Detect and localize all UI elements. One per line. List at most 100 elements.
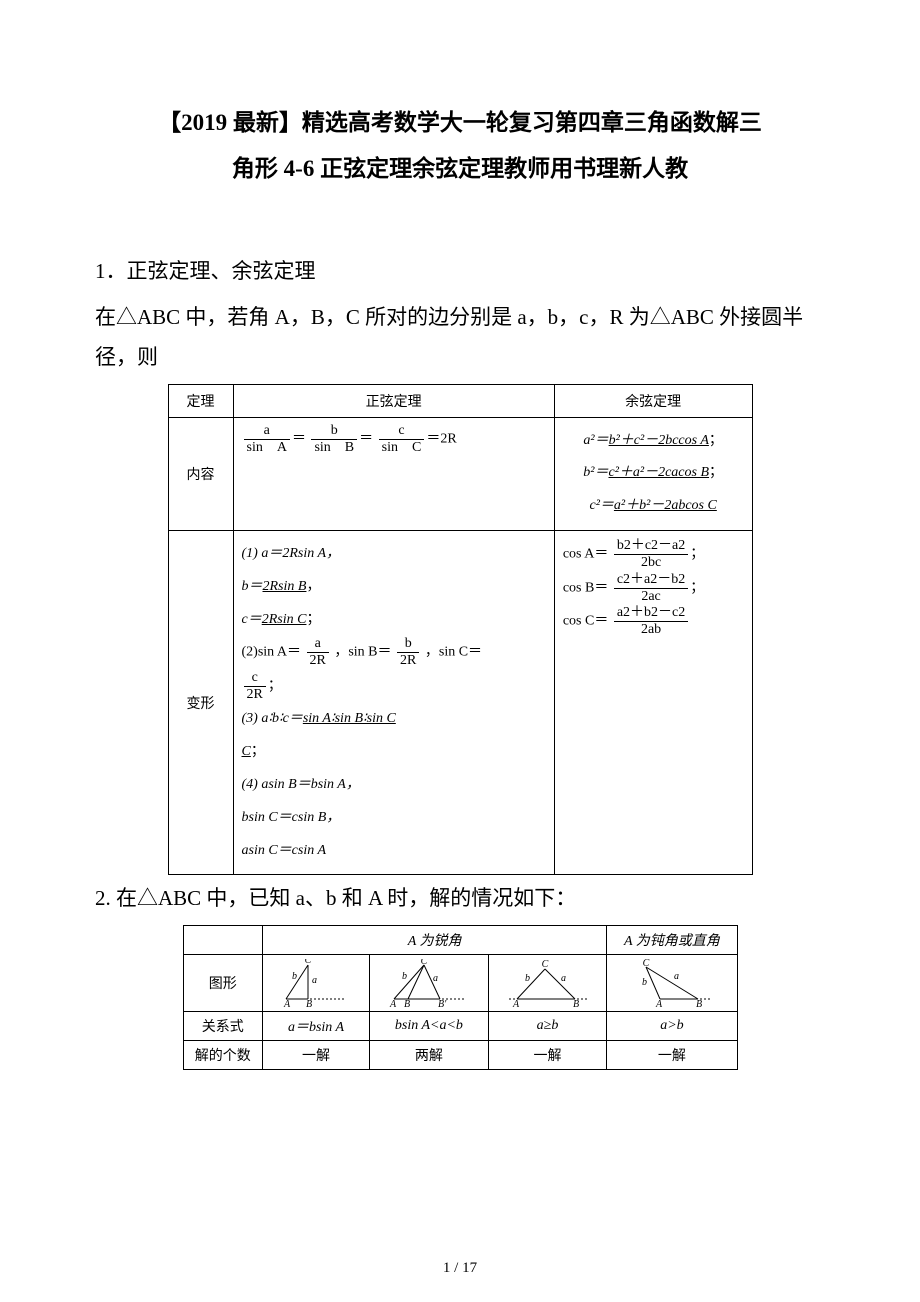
cos-b2-rhs: c²＋a²－2cacos B xyxy=(608,465,709,480)
den: 2R xyxy=(244,687,266,702)
lbl-B: B xyxy=(404,999,410,1007)
lbl-Bp: B' xyxy=(438,999,447,1007)
sine-content-cell: a sin A ＝ b sin B ＝ c sin C ＝2R xyxy=(233,417,554,530)
semi: ； xyxy=(251,744,265,759)
cosB-pre: cos B＝ xyxy=(563,580,609,595)
header-acute: A 为锐角 xyxy=(262,926,606,955)
tf1-b-u: 2Rsin B xyxy=(263,579,307,594)
hdr-acute-text: A 为锐角 xyxy=(408,934,462,949)
header-cosine: 余弦定理 xyxy=(554,384,752,417)
tf3-u-C: C xyxy=(242,744,251,759)
row-relation-label: 关系式 xyxy=(183,1012,262,1041)
page-title: 【2019 最新】精选高考数学大一轮复习第四章三角函数解三 角形 4-6 正弦定… xyxy=(95,100,825,192)
triangle-icon: C b a A B B' xyxy=(384,959,474,1007)
den: sin B xyxy=(311,440,357,455)
num: b2＋c2－a2 xyxy=(614,539,688,555)
lbl-a: a xyxy=(312,975,317,986)
shape-cell-2: C b a A B B' xyxy=(370,955,489,1012)
table-row: A 为锐角 A 为钝角或直角 xyxy=(183,926,737,955)
semi: ； xyxy=(306,612,320,627)
cnt-2: 两解 xyxy=(370,1041,489,1070)
tf4-c: asin C＝csin A xyxy=(242,843,327,858)
hdr-obtuse-text: A 为钝角或直角 xyxy=(624,934,720,949)
semi: ； xyxy=(709,465,723,480)
num: b xyxy=(397,637,419,653)
cos-c2-rhs: a²＋b²－2abcos C xyxy=(614,498,717,513)
sine-transform-cell: (1) a＝2Rsin A， b＝2Rsin B， c＝2Rsin C； (2)… xyxy=(233,531,554,875)
rel-1: a＝bsin A xyxy=(262,1012,369,1041)
header-obtuse: A 为钝角或直角 xyxy=(607,926,737,955)
header-theorem: 定理 xyxy=(168,384,233,417)
table-row: 关系式 a＝bsin A bsin A<a<b a≥b a>b xyxy=(183,1012,737,1041)
rel-4: a>b xyxy=(607,1012,737,1041)
lbl-A: A xyxy=(389,999,397,1007)
cos-c2-lhs: c²＝ xyxy=(590,498,614,513)
lbl-b: b xyxy=(525,973,530,984)
lbl-A: A xyxy=(512,999,520,1007)
num: c2＋a2－b2 xyxy=(614,573,688,589)
den: 2ac xyxy=(614,589,688,604)
cosC-pre: cos C＝ xyxy=(563,614,609,629)
num: c xyxy=(379,424,425,440)
cos-transform-cell: cos A＝ b2＋c2－a22bc； cos B＝ c2＋a2－b22ac； … xyxy=(554,531,752,875)
den: 2bc xyxy=(614,555,688,570)
tf1-c-pre: c＝ xyxy=(242,612,262,627)
rel-2-text: bsin A<a<b xyxy=(395,1018,463,1033)
semi: ； xyxy=(690,580,704,595)
triangle-icon: C b a A B xyxy=(503,959,593,1007)
frac-a-sinA: a sin A xyxy=(244,424,290,455)
rel-3-text: a≥b xyxy=(537,1018,559,1033)
num: c xyxy=(244,671,266,687)
row-content-label: 内容 xyxy=(168,417,233,530)
cos-a2-rhs: b²＋c²－2bccos A xyxy=(609,433,709,448)
num: b xyxy=(311,424,357,440)
num: a2＋b2－c2 xyxy=(614,606,688,622)
num: a xyxy=(244,424,290,440)
table-row: 解的个数 一解 两解 一解 一解 xyxy=(183,1041,737,1070)
lbl-a: a xyxy=(433,973,438,984)
page-number: 1 / 17 xyxy=(0,1260,920,1277)
semi: ； xyxy=(690,547,704,562)
section-1-intro: 在△ABC 中，若角 A，B，C 所对的边分别是 a，b，c，R 为△ABC 外… xyxy=(95,298,825,378)
section-1-heading: 1．正弦定理、余弦定理 xyxy=(95,252,825,292)
tf1-b-pre: b＝ xyxy=(242,579,263,594)
lbl-A: A xyxy=(655,999,663,1007)
tf2-pre: (2)sin A＝ xyxy=(242,645,302,660)
triangle-icon: C b a A B xyxy=(276,959,356,1007)
section-2-heading: 2. 在△ABC 中，已知 a、b 和 A 时，解的情况如下： xyxy=(95,879,825,919)
den: sin C xyxy=(379,440,425,455)
frac-c-sinC: c sin C xyxy=(379,424,425,455)
frac-c-2R: c2R xyxy=(244,671,266,702)
cnt-4: 一解 xyxy=(607,1041,737,1070)
tf4-b: bsin C＝csin B， xyxy=(242,810,341,825)
title-line-2: 角形 4-6 正弦定理余弦定理教师用书理新人教 xyxy=(232,156,688,181)
frac-cosC: a2＋b2－c22ab xyxy=(614,606,688,637)
triangle-icon: C b a A B xyxy=(622,959,722,1007)
lbl-a: a xyxy=(674,971,679,982)
document-page: 【2019 最新】精选高考数学大一轮复习第四章三角函数解三 角形 4-6 正弦定… xyxy=(0,0,920,1302)
lbl-a: a xyxy=(561,973,566,984)
lbl-b: b xyxy=(642,977,647,988)
num: a xyxy=(307,637,329,653)
rel-4-text: a>b xyxy=(660,1018,683,1033)
table-row: 内容 a sin A ＝ b sin B ＝ c sin C ＝2R a²＝b²… xyxy=(168,417,752,530)
cosA-pre: cos A＝ xyxy=(563,547,609,562)
lbl-b: b xyxy=(292,971,297,982)
case-table: A 为锐角 A 为钝角或直角 图形 C b a A B xyxy=(183,925,738,1070)
table-row: 定理 正弦定理 余弦定理 xyxy=(168,384,752,417)
lbl-C: C xyxy=(421,959,428,967)
lbl-B: B xyxy=(573,999,579,1007)
tf4-a: (4) asin B＝bsin A， xyxy=(242,777,360,792)
cnt-3: 一解 xyxy=(488,1041,607,1070)
eq-2R: ＝2R xyxy=(426,431,456,446)
frac-cosA: b2＋c2－a22bc xyxy=(614,539,688,570)
comma: ， xyxy=(306,579,320,594)
row-shape-label: 图形 xyxy=(183,955,262,1012)
theorem-table: 定理 正弦定理 余弦定理 内容 a sin A ＝ b sin B ＝ c si… xyxy=(168,384,753,876)
frac-b-sinB: b sin B xyxy=(311,424,357,455)
lbl-B: B xyxy=(696,999,702,1007)
den: sin A xyxy=(244,440,290,455)
lbl-C: C xyxy=(541,959,548,970)
den: 2R xyxy=(307,653,329,668)
den: 2ab xyxy=(614,622,688,637)
